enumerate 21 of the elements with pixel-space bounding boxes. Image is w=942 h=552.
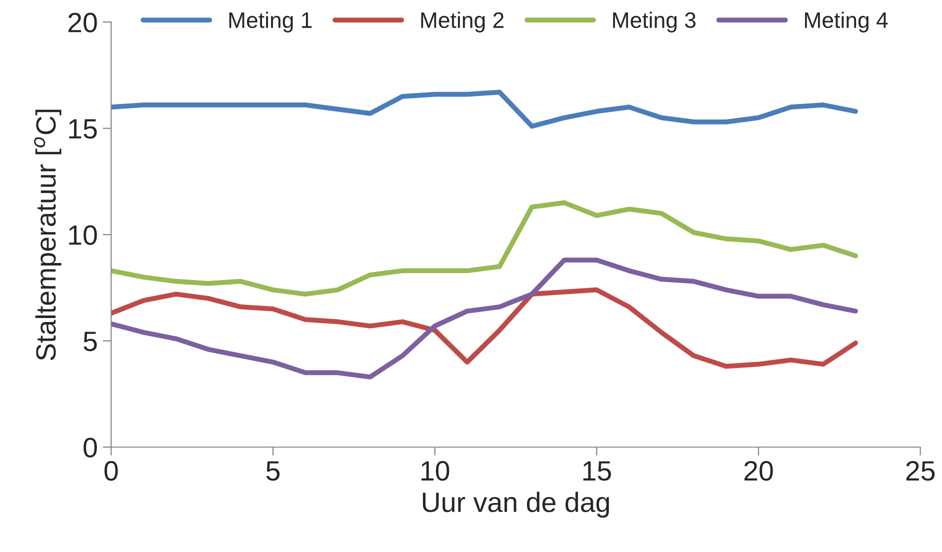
line-series bbox=[111, 287, 858, 369]
line-series bbox=[111, 90, 858, 129]
legend-label: Meting 3 bbox=[613, 12, 696, 32]
y-axis-title: Staltemperatuur [$^{o}$C] bbox=[34, 110, 62, 360]
legend-label: Meting 4 bbox=[805, 12, 888, 32]
line-series bbox=[111, 200, 858, 297]
x-axis-title: Uur van de dag bbox=[422, 492, 609, 518]
line-series bbox=[111, 258, 858, 380]
x-tick-label: 10 bbox=[422, 461, 450, 481]
x-tick-label: 5 bbox=[266, 461, 280, 481]
legend-label: Meting 2 bbox=[421, 12, 504, 32]
x-tick-label: 25 bbox=[906, 461, 935, 481]
y-tick-label: 0 bbox=[84, 438, 97, 458]
x-tick-label: 20 bbox=[744, 461, 773, 481]
y-tick-label: 5 bbox=[84, 332, 97, 352]
legend-label: Meting 1 bbox=[229, 12, 312, 32]
y-tick-label: 15 bbox=[69, 119, 97, 139]
y-tick-label: 20 bbox=[68, 12, 97, 32]
x-tick-label: 15 bbox=[583, 461, 611, 481]
x-tick-label: 0 bbox=[104, 461, 118, 481]
y-tick-label: 10 bbox=[69, 225, 97, 245]
